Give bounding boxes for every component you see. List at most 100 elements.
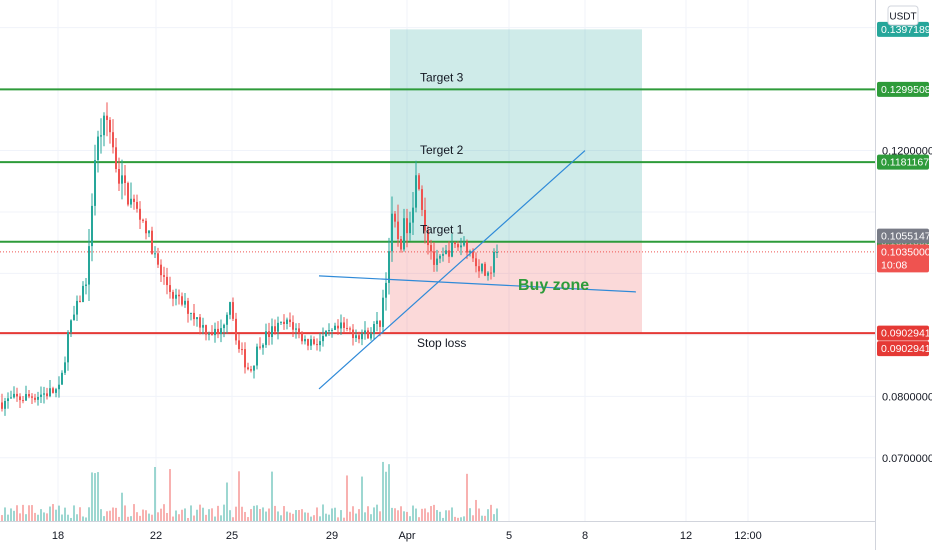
volume-bar — [277, 511, 279, 521]
volume-bar — [313, 515, 315, 521]
x-tick-label: 29 — [326, 530, 338, 542]
candle — [73, 314, 75, 321]
profit-top-badge — [877, 21, 929, 37]
volume-bar — [19, 513, 21, 521]
volume-bar — [193, 515, 195, 521]
volume-bar — [70, 517, 72, 521]
volume-bar — [355, 513, 357, 521]
candle — [241, 349, 243, 351]
candle — [196, 317, 198, 320]
volume-bar — [403, 511, 405, 521]
volume-bar — [100, 509, 102, 521]
candle — [484, 263, 486, 276]
volume-bar — [343, 517, 345, 521]
volume-bar — [220, 515, 222, 521]
candle — [175, 294, 177, 299]
candle — [289, 319, 291, 323]
profit-zone[interactable] — [390, 29, 642, 242]
volume-bar — [400, 506, 402, 521]
candle — [160, 264, 162, 276]
volume-bar — [328, 514, 330, 521]
volume-bar — [451, 507, 453, 521]
volume-bar — [94, 473, 96, 521]
candle — [382, 297, 384, 327]
candle — [190, 312, 192, 314]
volume-bar — [208, 509, 210, 521]
candle — [292, 322, 294, 330]
volume-bar — [289, 512, 291, 521]
volume-bar — [379, 511, 381, 521]
candle — [112, 132, 114, 148]
x-tick-label: 25 — [226, 530, 238, 542]
volume-bar — [487, 509, 489, 521]
volume-bar — [406, 511, 408, 521]
candle — [154, 253, 156, 255]
candle — [256, 346, 258, 366]
candle — [409, 222, 411, 234]
candle — [10, 397, 12, 399]
trendlines[interactable] — [318, 150, 637, 390]
volume-bar — [1, 515, 3, 521]
rising-trendline[interactable] — [318, 150, 586, 390]
volume-bar — [475, 499, 477, 521]
volume-bar — [163, 504, 165, 521]
candle — [46, 393, 48, 397]
candle — [328, 330, 330, 332]
volume-bar — [301, 509, 303, 521]
falling-trendline[interactable] — [318, 275, 637, 293]
volume-bar — [112, 507, 114, 521]
candle — [478, 266, 480, 272]
x-tick-label: 8 — [582, 530, 588, 542]
volume-bar — [85, 517, 87, 521]
candle — [232, 302, 234, 319]
candle — [208, 333, 210, 335]
volume-bar — [298, 510, 300, 521]
candle — [16, 393, 18, 397]
candle — [445, 250, 447, 255]
volume-bar — [244, 511, 246, 521]
volume-bar — [250, 509, 252, 521]
candle — [439, 255, 441, 259]
volume-bar — [304, 512, 306, 521]
volume-bar — [241, 506, 243, 521]
candle — [55, 389, 57, 393]
level-lines[interactable] — [0, 88, 875, 335]
volume-bar — [136, 512, 138, 521]
candle — [88, 246, 90, 285]
volume-bar — [376, 504, 378, 521]
volume-bar — [310, 516, 312, 521]
candle — [106, 115, 108, 120]
candle — [334, 325, 336, 330]
volume-bar — [442, 517, 444, 521]
candle — [253, 365, 255, 371]
candle — [25, 394, 27, 401]
volume-bar — [205, 514, 207, 521]
candle — [178, 294, 180, 297]
volume-bar — [43, 512, 45, 521]
candle — [397, 221, 399, 239]
currency-button[interactable]: USDT — [887, 5, 919, 26]
candle — [259, 346, 261, 348]
candle — [223, 324, 225, 329]
position-zones[interactable] — [390, 29, 642, 334]
risk-zone[interactable] — [390, 241, 642, 334]
price-badges: 0.13971890.12995080.11811670.10515950.09… — [877, 21, 931, 357]
candle — [268, 331, 270, 337]
candle — [142, 219, 144, 221]
candle — [301, 332, 303, 342]
candle — [145, 220, 147, 234]
volume-bar — [274, 505, 276, 521]
target-3-badge-text: 0.1299508 — [881, 84, 931, 96]
candle — [298, 328, 300, 333]
candle — [418, 175, 420, 190]
candle — [322, 335, 324, 342]
candle — [370, 333, 372, 339]
volume-bar — [322, 504, 324, 521]
volume-bar — [424, 508, 426, 521]
x-tick-label: 12 — [680, 530, 692, 542]
stop-loss-badge — [877, 325, 929, 341]
candle — [13, 393, 15, 398]
volume-bar — [181, 509, 183, 521]
candle — [76, 300, 78, 315]
